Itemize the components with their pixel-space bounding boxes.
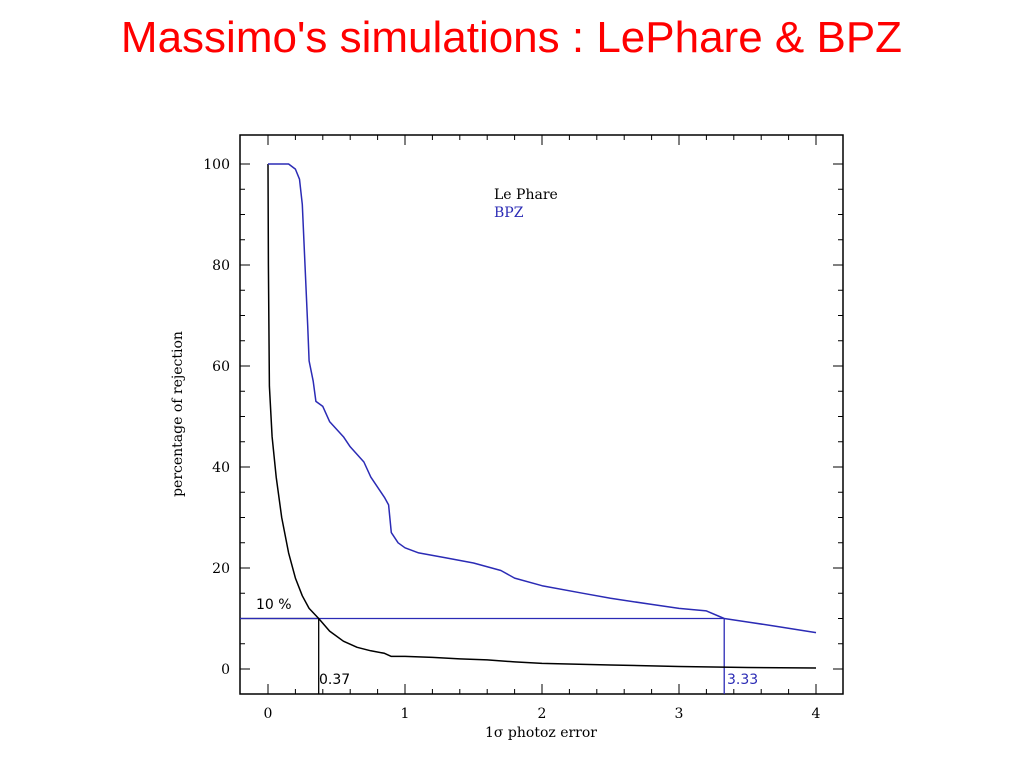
lephare-crossing-label: 0.37	[319, 672, 350, 688]
legend-entry-bpz: BPZ	[494, 205, 524, 221]
slide-title: Massimo's simulations : LePhare & BPZ	[120, 13, 903, 62]
y-tick-label: 40	[212, 460, 230, 476]
series-lines	[267, 163, 817, 669]
series-line-bpz	[268, 163, 817, 634]
plot-frame	[239, 134, 844, 695]
x-axis-label: 1σ photoz error	[485, 725, 597, 741]
y-tick-labels: 0 20 40 60 80 100	[203, 157, 230, 678]
y-tick-label: 100	[203, 157, 230, 173]
y-axis-label: percentage of rejection	[170, 331, 186, 497]
series-line-le-phare	[267, 163, 817, 669]
x-ticks	[267, 135, 817, 694]
y-tick-label: 60	[212, 359, 230, 375]
annotation-lines	[240, 617, 725, 694]
y-tick-label: 80	[212, 258, 230, 274]
legend-entry-lephare: Le Phare	[494, 187, 558, 203]
x-tick-label: 2	[538, 706, 547, 722]
x-tick-label: 3	[675, 706, 684, 722]
x-tick-label: 1	[401, 706, 410, 722]
x-tick-label: 4	[812, 706, 821, 722]
x-tick-label: 0	[264, 706, 273, 722]
y-tick-label: 0	[221, 662, 230, 678]
x-tick-labels: 0 1 2 3 4	[264, 706, 821, 722]
y-ticks	[240, 163, 843, 670]
threshold-label: 10 %	[256, 597, 292, 613]
bpz-crossing-label: 3.33	[727, 672, 758, 688]
y-tick-label: 20	[212, 561, 230, 577]
